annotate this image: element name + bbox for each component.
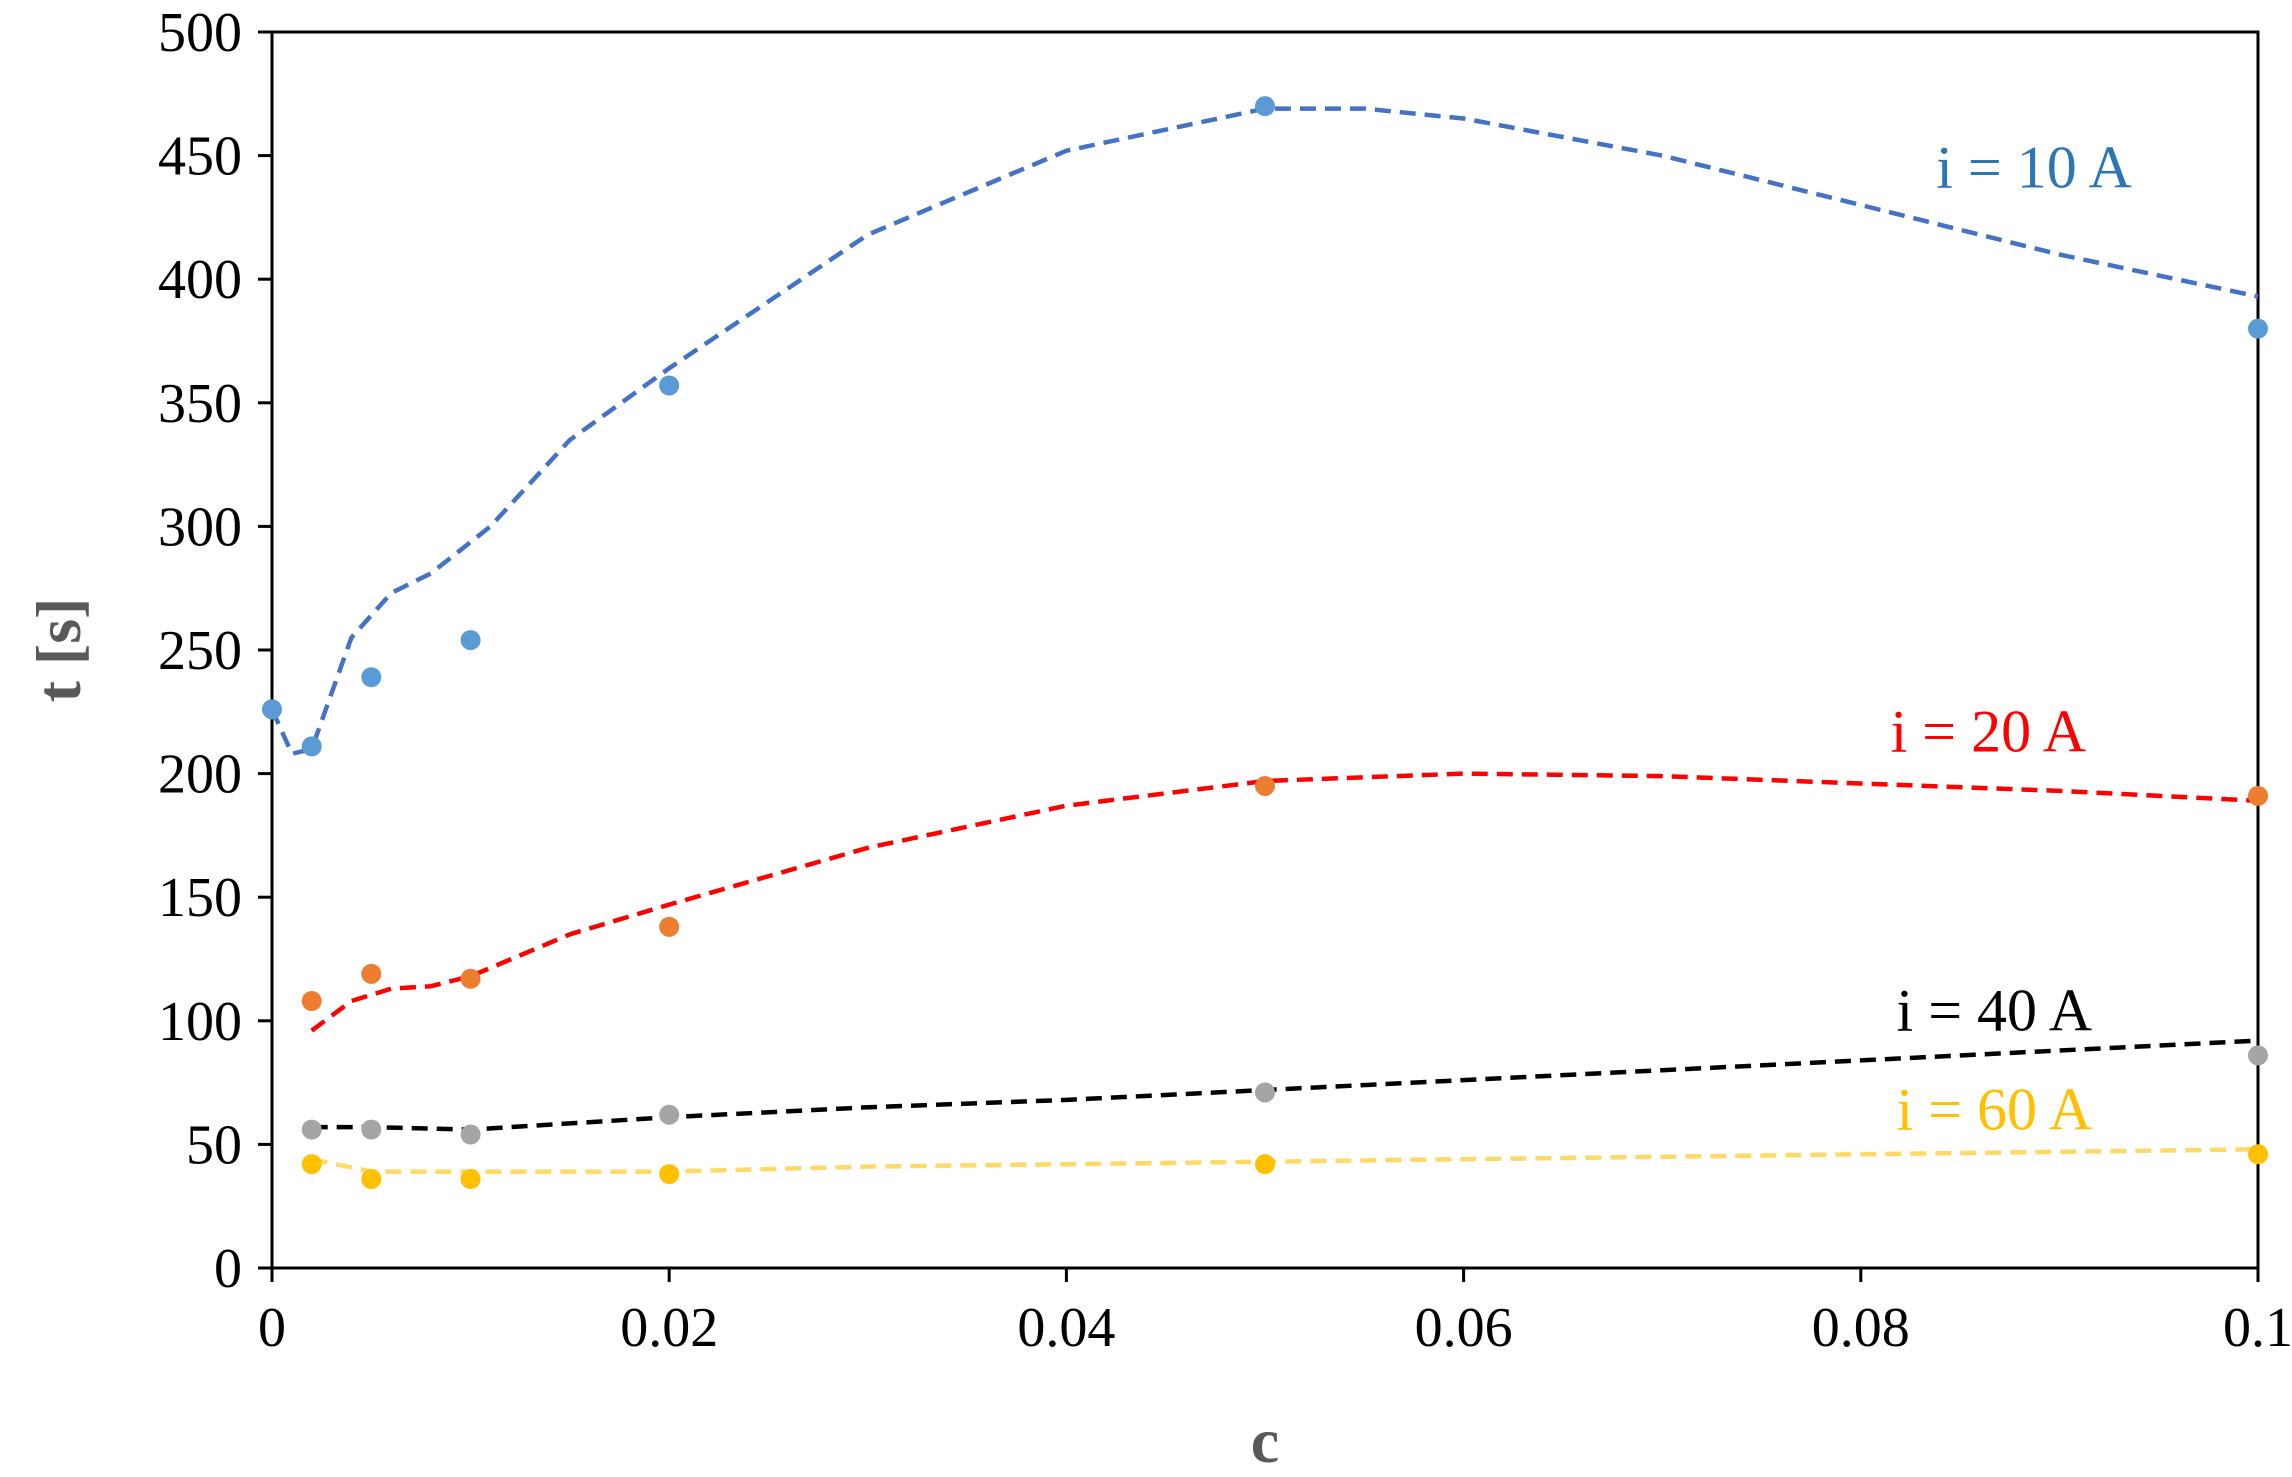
data-point xyxy=(1255,96,1275,117)
x-tick-label: 0 xyxy=(258,1297,286,1359)
series-layer: i = 10 A i = 20 A i = 40 A i = 60 A xyxy=(262,96,2268,1190)
data-point xyxy=(361,667,382,688)
series-label: i = 60 A xyxy=(1897,1077,2093,1143)
data-point xyxy=(460,1169,481,1190)
data-point xyxy=(2248,1045,2268,1066)
data-point xyxy=(1255,1154,1275,1175)
y-tick-label: 150 xyxy=(158,867,242,929)
series-2: i = 40 A xyxy=(301,978,2268,1145)
data-point xyxy=(659,916,680,937)
data-point xyxy=(2248,785,2268,806)
data-point xyxy=(361,1169,382,1190)
x-tick-label: 0.04 xyxy=(1017,1297,1115,1359)
x-tick-label: 0.08 xyxy=(1812,1297,1910,1359)
y-tick-label: 0 xyxy=(214,1238,242,1300)
trend-line xyxy=(269,106,2259,757)
data-point xyxy=(262,699,282,720)
data-point xyxy=(659,1104,680,1125)
x-axis-ticks: 0 0.02 0.04 0.06 0.08 0.1 xyxy=(258,1268,2292,1359)
y-tick-label: 500 xyxy=(158,2,242,64)
x-axis-title: c xyxy=(1251,1405,1279,1472)
data-point xyxy=(460,630,481,651)
series-1: i = 20 A xyxy=(301,698,2268,1033)
data-point xyxy=(1255,775,1275,796)
y-tick-label: 250 xyxy=(158,620,242,682)
data-point xyxy=(361,963,382,984)
y-axis-ticks: 0 50 100 150 200 250 300 350 400 450 500 xyxy=(158,2,272,1300)
data-point xyxy=(659,375,680,396)
data-point xyxy=(301,991,322,1012)
data-point xyxy=(1255,1082,1275,1103)
y-tick-label: 100 xyxy=(158,991,242,1053)
data-point xyxy=(2248,318,2268,339)
trend-line xyxy=(311,1038,2259,1132)
y-tick-label: 350 xyxy=(158,373,242,435)
data-point xyxy=(301,1119,322,1140)
y-axis-title: t [s] xyxy=(23,598,94,703)
series-label: i = 40 A xyxy=(1897,978,2093,1044)
x-tick-label: 0.02 xyxy=(620,1297,718,1359)
data-point xyxy=(659,1164,680,1185)
x-tick-label: 0.06 xyxy=(1415,1297,1513,1359)
y-tick-label: 400 xyxy=(158,249,242,311)
y-tick-label: 300 xyxy=(158,496,242,558)
x-tick-label: 0.1 xyxy=(2223,1297,2292,1359)
data-point xyxy=(460,1124,481,1145)
data-point xyxy=(301,736,322,757)
trend-line xyxy=(310,771,2259,1033)
data-point xyxy=(2248,1144,2268,1165)
data-point xyxy=(460,968,481,989)
series-3: i = 60 A xyxy=(301,1077,2268,1190)
y-tick-label: 200 xyxy=(158,744,242,806)
data-point xyxy=(301,1154,322,1175)
y-tick-label: 50 xyxy=(186,1114,242,1176)
series-0: i = 10 A xyxy=(262,96,2268,757)
y-tick-label: 450 xyxy=(158,126,242,188)
data-point xyxy=(361,1119,382,1140)
trend-line xyxy=(311,1147,2259,1174)
series-label: i = 10 A xyxy=(1936,135,2132,201)
series-label: i = 20 A xyxy=(1891,698,2087,764)
